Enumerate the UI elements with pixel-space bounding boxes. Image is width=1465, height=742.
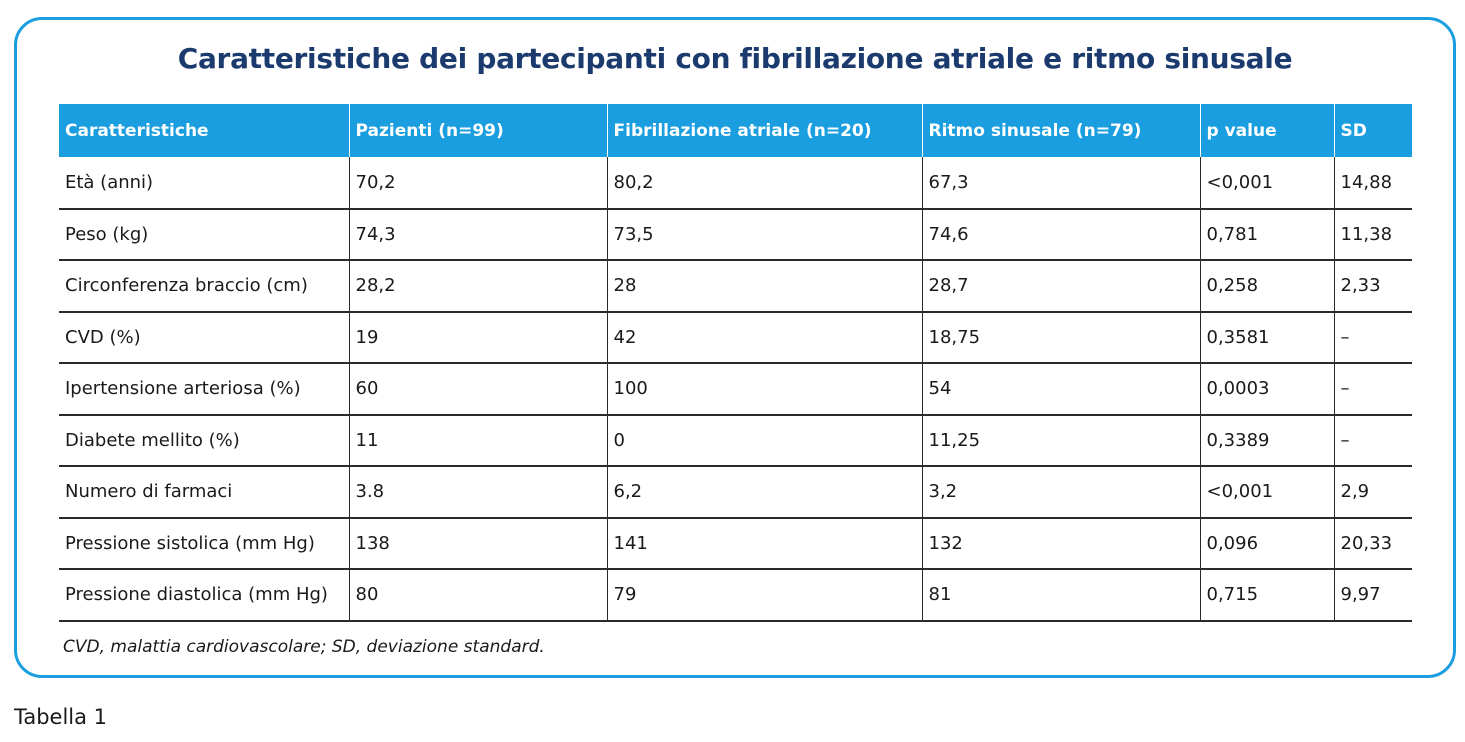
- table-cell: Diabete mellito (%): [59, 414, 349, 467]
- table-row: Diabete mellito (%) 11 0 11,25 0,3389 –: [59, 414, 1412, 467]
- table-cell: 0,0003: [1199, 363, 1334, 416]
- table-cell: 19: [348, 311, 607, 364]
- table-cell: 60: [348, 363, 607, 416]
- table-cell: 132: [921, 517, 1200, 570]
- table-cell: 80: [348, 569, 607, 622]
- table-frame: Caratteristiche dei partecipanti con fib…: [14, 17, 1456, 678]
- header-characteristics: Caratteristiche: [59, 104, 349, 157]
- table-row: Età (anni) 70,2 80,2 67,3 <0,001 14,88: [59, 157, 1412, 210]
- table-cell: 6,2: [606, 466, 922, 519]
- table-cell: Ipertensione arteriosa (%): [59, 363, 349, 416]
- table-cell: 28,2: [348, 260, 607, 313]
- table-cell: 79: [606, 569, 922, 622]
- table-cell: –: [1333, 311, 1412, 364]
- table-cell: <0,001: [1199, 466, 1334, 519]
- table-cell: 100: [606, 363, 922, 416]
- header-sinus-rhythm: Ritmo sinusale (n=79): [921, 104, 1200, 157]
- table-cell: 2,9: [1333, 466, 1412, 519]
- table-cell: 2,33: [1333, 260, 1412, 313]
- header-atrial-fibrillation: Fibrillazione atriale (n=20): [606, 104, 922, 157]
- table-cell: Pressione diastolica (mm Hg): [59, 569, 349, 622]
- table-header-row: Caratteristiche Pazienti (n=99) Fibrilla…: [59, 104, 1412, 157]
- table-cell: 11,25: [921, 414, 1200, 467]
- table-cell: 80,2: [606, 157, 922, 210]
- table-row: Pressione sistolica (mm Hg) 138 141 132 …: [59, 517, 1412, 570]
- table-cell: 28: [606, 260, 922, 313]
- table-cell: 11,38: [1333, 208, 1412, 261]
- table-cell: <0,001: [1199, 157, 1334, 210]
- table-cell: 20,33: [1333, 517, 1412, 570]
- table-cell: –: [1333, 363, 1412, 416]
- table-cell: 18,75: [921, 311, 1200, 364]
- table-row: Pressione diastolica (mm Hg) 80 79 81 0,…: [59, 569, 1412, 622]
- table-title: Caratteristiche dei partecipanti con fib…: [177, 42, 1293, 75]
- table-cell: 70,2: [348, 157, 607, 210]
- table-cell: 11: [348, 414, 607, 467]
- table-cell: 67,3: [921, 157, 1200, 210]
- table-cell: Numero di farmaci: [59, 466, 349, 519]
- table-row: Numero di farmaci 3.8 6,2 3,2 <0,001 2,9: [59, 466, 1412, 519]
- table-cell: 74,6: [921, 208, 1200, 261]
- table-cell: 0,258: [1199, 260, 1334, 313]
- header-patients: Pazienti (n=99): [348, 104, 607, 157]
- table-cell: 28,7: [921, 260, 1200, 313]
- table-cell: 73,5: [606, 208, 922, 261]
- table-cell: CVD (%): [59, 311, 349, 364]
- table-cell: 81: [921, 569, 1200, 622]
- table-cell: 138: [348, 517, 607, 570]
- table-cell: 54: [921, 363, 1200, 416]
- table-cell: 0,781: [1199, 208, 1334, 261]
- table-cell: 14,88: [1333, 157, 1412, 210]
- table-cell: 74,3: [348, 208, 607, 261]
- table-cell: Pressione sistolica (mm Hg): [59, 517, 349, 570]
- table-cell: 0: [606, 414, 922, 467]
- table-cell: 42: [606, 311, 922, 364]
- figure-caption: Tabella 1: [14, 705, 108, 729]
- header-sd: SD: [1333, 104, 1412, 157]
- table-cell: 0,3581: [1199, 311, 1334, 364]
- table-row: CVD (%) 19 42 18,75 0,3581 –: [59, 311, 1412, 364]
- table-cell: 0,096: [1199, 517, 1334, 570]
- table-cell: 141: [606, 517, 922, 570]
- table-cell: 0,715: [1199, 569, 1334, 622]
- table-row: Ipertensione arteriosa (%) 60 100 54 0,0…: [59, 363, 1412, 416]
- table-cell: –: [1333, 414, 1412, 467]
- table-cell: 3,2: [921, 466, 1200, 519]
- table-footnote: CVD, malattia cardiovascolare; SD, devia…: [63, 637, 545, 657]
- table-cell: Peso (kg): [59, 208, 349, 261]
- table-cell: 9,97: [1333, 569, 1412, 622]
- table-cell: Età (anni): [59, 157, 349, 210]
- table-cell: Circonferenza braccio (cm): [59, 260, 349, 313]
- header-p-value: p value: [1199, 104, 1334, 157]
- table-row: Peso (kg) 74,3 73,5 74,6 0,781 11,38: [59, 208, 1412, 261]
- characteristics-table: Caratteristiche Pazienti (n=99) Fibrilla…: [59, 104, 1412, 622]
- table-cell: 3.8: [348, 466, 607, 519]
- table-cell: 0,3389: [1199, 414, 1334, 467]
- table-row: Circonferenza braccio (cm) 28,2 28 28,7 …: [59, 260, 1412, 313]
